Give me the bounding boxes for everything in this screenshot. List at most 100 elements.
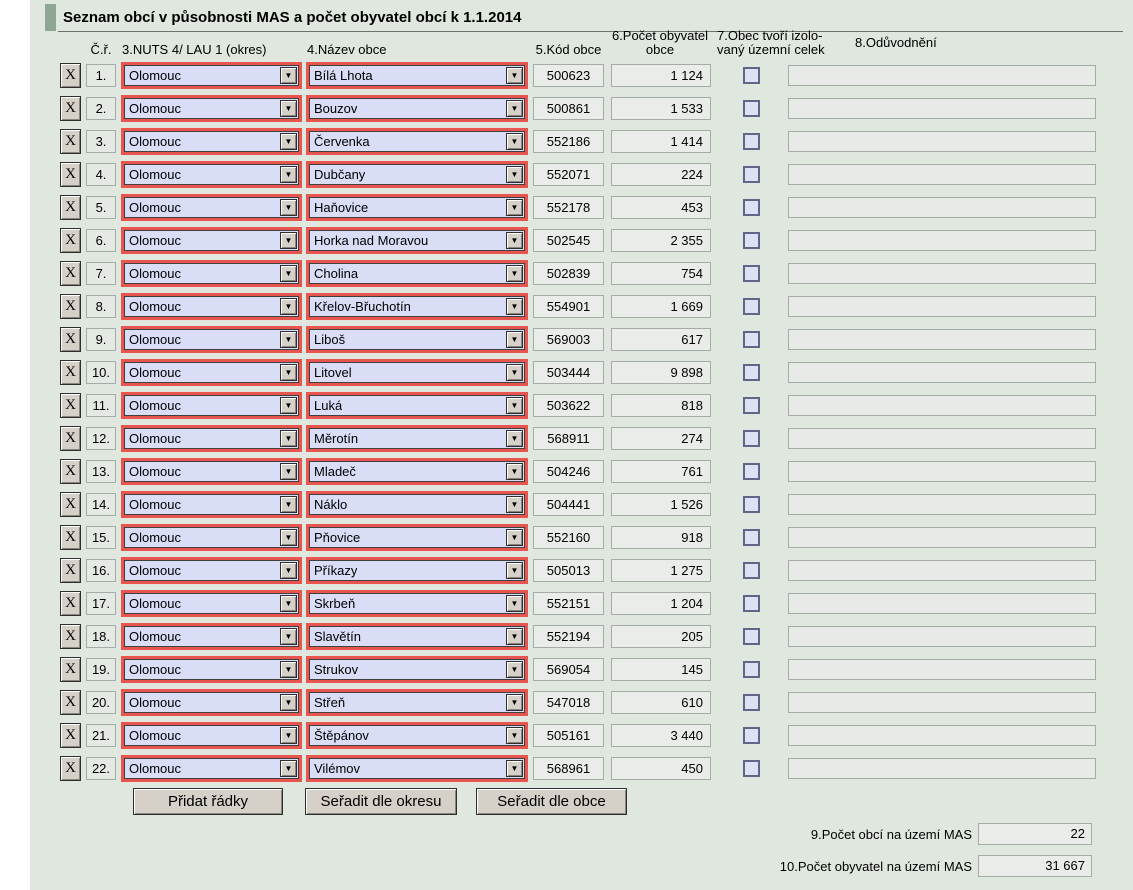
chevron-down-icon[interactable]: ▼ — [280, 298, 297, 315]
oduvodneni-input[interactable] — [788, 593, 1096, 614]
okres-select[interactable]: Olomouc ▼ — [121, 128, 302, 155]
delete-row-button[interactable]: X — [60, 195, 81, 220]
izolovany-checkbox[interactable] — [743, 727, 760, 744]
chevron-down-icon[interactable]: ▼ — [280, 331, 297, 348]
pocet-obyvatel-field[interactable]: 1 414 — [611, 130, 711, 153]
izolovany-checkbox[interactable] — [743, 232, 760, 249]
oduvodneni-input[interactable] — [788, 494, 1096, 515]
delete-row-button[interactable]: X — [60, 690, 81, 715]
oduvodneni-input[interactable] — [788, 296, 1096, 317]
pocet-obyvatel-field[interactable]: 3 440 — [611, 724, 711, 747]
kod-obce-field[interactable]: 552186 — [533, 130, 604, 153]
okres-select-inner[interactable]: Olomouc ▼ — [124, 131, 299, 152]
oduvodneni-input[interactable] — [788, 428, 1096, 449]
okres-select-inner[interactable]: Olomouc ▼ — [124, 428, 299, 449]
oduvodneni-input[interactable] — [788, 659, 1096, 680]
izolovany-checkbox[interactable] — [743, 463, 760, 480]
izolovany-checkbox[interactable] — [743, 265, 760, 282]
izolovany-checkbox[interactable] — [743, 100, 760, 117]
okres-select-inner[interactable]: Olomouc ▼ — [124, 494, 299, 515]
chevron-down-icon[interactable]: ▼ — [280, 199, 297, 216]
delete-row-button[interactable]: X — [60, 756, 81, 781]
kod-obce-field[interactable]: 569003 — [533, 328, 604, 351]
okres-select-inner[interactable]: Olomouc ▼ — [124, 593, 299, 614]
obec-select[interactable]: Vilémov ▼ — [306, 755, 528, 782]
chevron-down-icon[interactable]: ▼ — [506, 232, 523, 249]
okres-select[interactable]: Olomouc ▼ — [121, 260, 302, 287]
okres-select[interactable]: Olomouc ▼ — [121, 722, 302, 749]
izolovany-checkbox[interactable] — [743, 760, 760, 777]
kod-obce-field[interactable]: 547018 — [533, 691, 604, 714]
okres-select[interactable]: Olomouc ▼ — [121, 392, 302, 419]
izolovany-checkbox[interactable] — [743, 595, 760, 612]
chevron-down-icon[interactable]: ▼ — [280, 760, 297, 777]
sort-by-okres-button[interactable]: Seřadit dle okresu — [305, 788, 457, 815]
pocet-obyvatel-field[interactable]: 1 124 — [611, 64, 711, 87]
obec-select[interactable]: Bílá Lhota ▼ — [306, 62, 528, 89]
delete-row-button[interactable]: X — [60, 492, 81, 517]
chevron-down-icon[interactable]: ▼ — [506, 628, 523, 645]
obec-select[interactable]: Strukov ▼ — [306, 656, 528, 683]
chevron-down-icon[interactable]: ▼ — [280, 727, 297, 744]
delete-row-button[interactable]: X — [60, 162, 81, 187]
chevron-down-icon[interactable]: ▼ — [506, 463, 523, 480]
chevron-down-icon[interactable]: ▼ — [280, 364, 297, 381]
obec-select[interactable]: Křelov-Břuchotín ▼ — [306, 293, 528, 320]
pocet-obyvatel-field[interactable]: 818 — [611, 394, 711, 417]
chevron-down-icon[interactable]: ▼ — [280, 397, 297, 414]
chevron-down-icon[interactable]: ▼ — [506, 430, 523, 447]
okres-select-inner[interactable]: Olomouc ▼ — [124, 65, 299, 86]
obec-select-inner[interactable]: Pňovice ▼ — [309, 527, 525, 548]
pocet-obyvatel-field[interactable]: 617 — [611, 328, 711, 351]
chevron-down-icon[interactable]: ▼ — [280, 628, 297, 645]
oduvodneni-input[interactable] — [788, 395, 1096, 416]
obec-select[interactable]: Horka nad Moravou ▼ — [306, 227, 528, 254]
okres-select[interactable]: Olomouc ▼ — [121, 755, 302, 782]
obec-select-inner[interactable]: Křelov-Břuchotín ▼ — [309, 296, 525, 317]
obec-select-inner[interactable]: Střeň ▼ — [309, 692, 525, 713]
obec-select[interactable]: Měrotín ▼ — [306, 425, 528, 452]
oduvodneni-input[interactable] — [788, 98, 1096, 119]
chevron-down-icon[interactable]: ▼ — [506, 331, 523, 348]
pocet-obyvatel-field[interactable]: 1 526 — [611, 493, 711, 516]
kod-obce-field[interactable]: 500623 — [533, 64, 604, 87]
obec-select-inner[interactable]: Vilémov ▼ — [309, 758, 525, 779]
okres-select[interactable]: Olomouc ▼ — [121, 227, 302, 254]
obec-select-inner[interactable]: Skrbeň ▼ — [309, 593, 525, 614]
delete-row-button[interactable]: X — [60, 63, 81, 88]
kod-obce-field[interactable]: 504246 — [533, 460, 604, 483]
obec-select[interactable]: Náklo ▼ — [306, 491, 528, 518]
chevron-down-icon[interactable]: ▼ — [506, 364, 523, 381]
delete-row-button[interactable]: X — [60, 294, 81, 319]
kod-obce-field[interactable]: 502839 — [533, 262, 604, 285]
pocet-obyvatel-field[interactable]: 754 — [611, 262, 711, 285]
delete-row-button[interactable]: X — [60, 261, 81, 286]
kod-obce-field[interactable]: 504441 — [533, 493, 604, 516]
pocet-obyvatel-field[interactable]: 1 204 — [611, 592, 711, 615]
pocet-obyvatel-field[interactable]: 224 — [611, 163, 711, 186]
obec-select-inner[interactable]: Litovel ▼ — [309, 362, 525, 383]
okres-select-inner[interactable]: Olomouc ▼ — [124, 725, 299, 746]
chevron-down-icon[interactable]: ▼ — [506, 298, 523, 315]
okres-select[interactable]: Olomouc ▼ — [121, 293, 302, 320]
pocet-obyvatel-field[interactable]: 610 — [611, 691, 711, 714]
okres-select[interactable]: Olomouc ▼ — [121, 326, 302, 353]
chevron-down-icon[interactable]: ▼ — [280, 661, 297, 678]
sort-by-obec-button[interactable]: Seřadit dle obce — [476, 788, 627, 815]
chevron-down-icon[interactable]: ▼ — [506, 694, 523, 711]
okres-select-inner[interactable]: Olomouc ▼ — [124, 230, 299, 251]
oduvodneni-input[interactable] — [788, 461, 1096, 482]
okres-select-inner[interactable]: Olomouc ▼ — [124, 527, 299, 548]
delete-row-button[interactable]: X — [60, 657, 81, 682]
delete-row-button[interactable]: X — [60, 96, 81, 121]
chevron-down-icon[interactable]: ▼ — [280, 595, 297, 612]
oduvodneni-input[interactable] — [788, 131, 1096, 152]
chevron-down-icon[interactable]: ▼ — [506, 67, 523, 84]
chevron-down-icon[interactable]: ▼ — [280, 265, 297, 282]
delete-row-button[interactable]: X — [60, 426, 81, 451]
okres-select-inner[interactable]: Olomouc ▼ — [124, 626, 299, 647]
chevron-down-icon[interactable]: ▼ — [506, 562, 523, 579]
okres-select-inner[interactable]: Olomouc ▼ — [124, 362, 299, 383]
okres-select[interactable]: Olomouc ▼ — [121, 689, 302, 716]
chevron-down-icon[interactable]: ▼ — [280, 496, 297, 513]
